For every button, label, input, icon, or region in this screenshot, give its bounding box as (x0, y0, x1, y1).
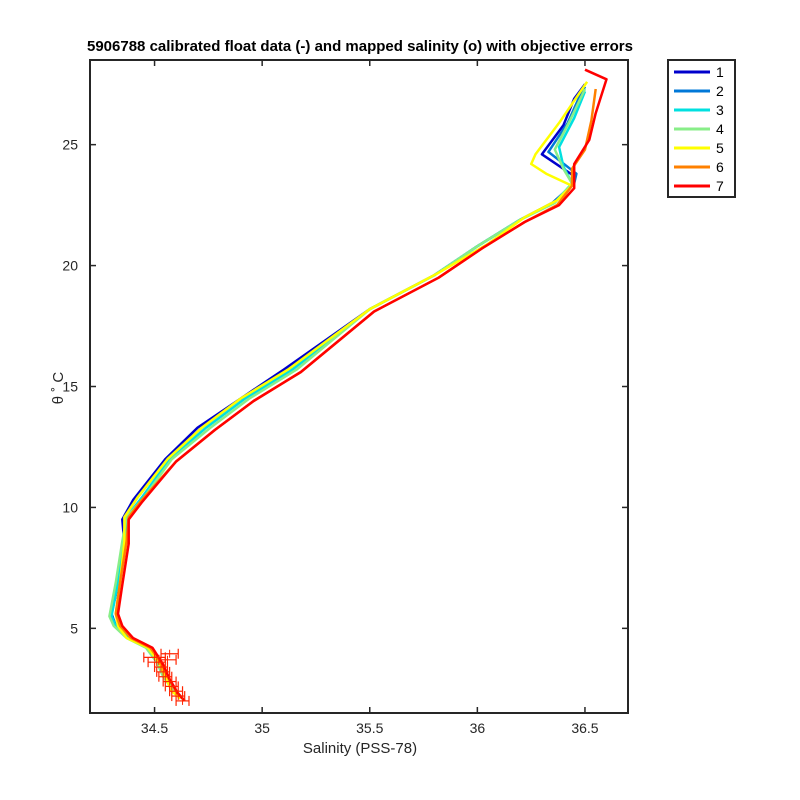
x-tick-label: 34.5 (141, 720, 168, 736)
legend-label-1: 1 (716, 64, 724, 80)
x-tick-label: 35 (254, 720, 270, 736)
y-tick-label: 5 (70, 620, 78, 636)
series-line-6 (114, 88, 597, 700)
y-tick-label: 25 (62, 137, 78, 153)
chart-title: 5906788 calibrated float data (-) and ma… (87, 38, 633, 55)
x-tick-label: 35.5 (356, 720, 383, 736)
x-axis-label: Salinity (PSS-78) (303, 740, 417, 757)
error-bar (175, 695, 190, 706)
legend: 1 2 3 4 5 6 7 (667, 59, 736, 198)
series-line-3 (110, 90, 587, 700)
error-bar (156, 666, 171, 677)
legend-label-3: 3 (716, 102, 724, 118)
legend-label-6: 6 (716, 159, 724, 175)
y-axis-label: θ ˚ C (50, 372, 67, 405)
series-line-7 (116, 68, 608, 702)
series-line-5 (114, 81, 589, 700)
plot-area: 34.5 35 35.5 36 36.5 5 10 15 20 25 (62, 59, 629, 736)
y-tick-label: 15 (62, 379, 78, 395)
y-tick-label: 10 (62, 499, 78, 515)
y-tick-label: 20 (62, 258, 78, 274)
legend-label-5: 5 (716, 140, 724, 156)
series-line-1 (110, 83, 587, 700)
legend-label-4: 4 (716, 121, 724, 137)
error-bar (162, 676, 177, 687)
series-line-4 (108, 88, 587, 700)
error-bar (169, 686, 184, 697)
x-tick-label: 36.5 (571, 720, 598, 736)
series-line-2 (110, 86, 587, 700)
error-bar (160, 648, 179, 659)
error-bar (158, 654, 177, 665)
legend-label-7: 7 (716, 178, 724, 194)
legend-label-2: 2 (716, 83, 724, 99)
x-tick-label: 36 (470, 720, 486, 736)
